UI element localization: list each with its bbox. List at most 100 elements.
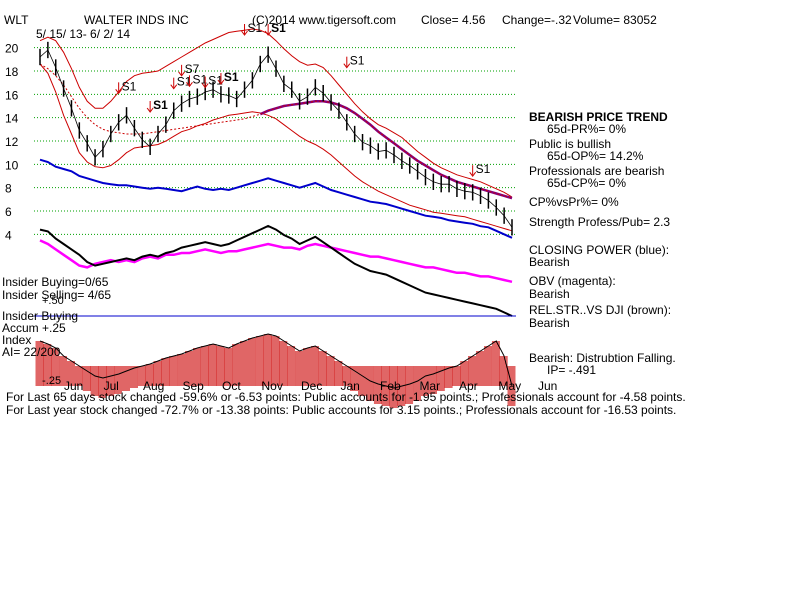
obv-label: OBV (magenta):: [529, 274, 616, 288]
company-name: WALTER INDS INC: [84, 13, 189, 27]
signal-marker: S1: [146, 98, 168, 113]
closing-power-line: [39, 158, 513, 239]
x-tick-label: Jan: [341, 379, 360, 393]
trend-label: BEARISH PRICE TREND: [529, 110, 668, 124]
ticker-label: WLT: [4, 13, 29, 27]
signal-label: S1: [192, 72, 207, 86]
signal-label: S1: [350, 54, 365, 68]
rel-str-line: [39, 224, 513, 317]
x-tick-label: Mar: [420, 379, 441, 393]
signal-label: S1: [208, 74, 223, 88]
x-tick-label: Feb: [380, 379, 401, 393]
cp-value: 65d-CP%= 0%: [547, 176, 626, 190]
x-tick-label: Nov: [262, 379, 283, 393]
ma65-line: [259, 100, 513, 200]
signal-label: S1: [122, 79, 137, 93]
signal-marker: S1: [217, 70, 239, 85]
signal-marker: S1: [186, 72, 207, 88]
signal-arrowhead: [178, 71, 185, 77]
price-grid: [34, 47, 516, 235]
y-tick-label: 4: [5, 228, 12, 242]
signal-marker: S1: [343, 54, 365, 69]
obv-line: [39, 239, 513, 284]
signal-marker: S1: [170, 75, 192, 90]
y-tick-label: 6: [5, 205, 12, 219]
professionals-label: Professionals are bearish: [529, 164, 664, 178]
signal-arrowhead: [241, 30, 248, 36]
obv-value: Bearish: [529, 287, 570, 301]
lower-band-line: [39, 63, 513, 232]
copyright: (C)2014 www.tigersoft.com: [252, 13, 396, 27]
signal-marker: S1: [264, 21, 286, 36]
strength-value: Strength Profess/Pub= 2.3: [529, 215, 670, 229]
y-tick-label: 20: [5, 42, 19, 56]
closing-power-label: CLOSING POWER (blue):: [529, 243, 669, 257]
y-tick-label: 8: [5, 182, 12, 196]
minus25-label: -.25: [42, 375, 61, 387]
signal-label: S1: [271, 21, 286, 35]
signal-arrowhead: [201, 83, 209, 89]
accum-index-line: [39, 333, 513, 389]
signal-marker: S1: [241, 21, 263, 36]
signal-marker: S1: [469, 162, 491, 178]
y-tick-labels: 20 18 16 14 12 10 8 6 4: [5, 42, 19, 243]
distribution-label: Bearish: Distrubtion Falling.: [529, 351, 676, 365]
x-tick-label: May: [499, 379, 522, 393]
close-value: Close= 4.56: [421, 13, 486, 27]
x-tick-label: Aug: [143, 379, 164, 393]
op-value: 65d-OP%= 14.2%: [547, 149, 644, 163]
pr-value: 65d-PR%= 0%: [547, 122, 626, 136]
signal-arrowhead: [146, 107, 154, 113]
relstr-label: REL.STR..VS DJI (brown):: [529, 303, 671, 317]
chart-series: [39, 28, 513, 317]
ip-value: IP= -.491: [547, 363, 596, 377]
change-value: Change=-.32: [502, 13, 572, 27]
y-tick-label: 18: [5, 65, 19, 79]
cpvspr-value: CP%vsPr%= 0%: [529, 195, 619, 209]
signal-arrowhead: [186, 82, 193, 88]
signal-arrowhead: [343, 63, 351, 69]
index-label: Index: [2, 333, 31, 347]
date-range: 5/ 15/ 13- 6/ 2/ 14: [36, 27, 130, 41]
ma65-early-line: [39, 63, 513, 199]
signal-arrowhead: [469, 171, 477, 178]
accumulation-index-bars: [35, 333, 516, 408]
signal-label: S7: [185, 62, 200, 76]
plus50-label: +.50: [42, 295, 64, 307]
insider-buying-label-2: Insider Buying: [2, 309, 78, 323]
upper-band-line: [39, 28, 513, 198]
insider-selling-label: Insider Selling= 4/65: [2, 288, 111, 302]
x-tick-label: Sep: [183, 379, 205, 393]
volume-value: Volume= 83052: [573, 13, 657, 27]
ai-label: AI= 22/200: [2, 345, 61, 359]
x-tick-label: Apr: [459, 379, 478, 393]
x-tick-label: Oct: [222, 379, 241, 393]
relstr-value: Bearish: [529, 316, 570, 330]
y-tick-label: 12: [5, 135, 19, 149]
x-tick-label: Dec: [301, 379, 322, 393]
accum-label: Accum +.25: [2, 321, 66, 335]
x-tick-label: Jun: [538, 379, 557, 393]
y-tick-label: 10: [5, 158, 19, 172]
signal-arrowhead: [115, 89, 123, 95]
x-tick-label: Jul: [104, 379, 119, 393]
signal-arrowhead: [217, 79, 225, 85]
x-tick-labels: Jun Jul Aug Sep Oct Nov Dec Jan Feb Mar Apr May Jun: [64, 379, 557, 393]
closing-power-value: Bearish: [529, 255, 570, 269]
price-line: [39, 49, 513, 228]
y-tick-label: 16: [5, 88, 19, 102]
insider-buying-label: Insider Buying=0/65: [2, 275, 109, 289]
x-tick-label: Jun: [64, 379, 83, 393]
signal-arrowhead: [170, 84, 178, 90]
footer-65-days: For Last 65 days stock changed -59.6% or…: [6, 390, 686, 404]
signal-marker: S7: [178, 62, 200, 77]
signal-arrowhead: [264, 30, 272, 36]
footer-last-year: For Last year stock changed -72.7% or -1…: [6, 403, 676, 417]
signal-label: S1: [224, 70, 239, 84]
signal-marker: S1: [201, 74, 223, 89]
signal-label: S1: [248, 21, 263, 35]
signal-label: S1: [153, 98, 168, 112]
signal-marker: S1: [115, 79, 137, 95]
